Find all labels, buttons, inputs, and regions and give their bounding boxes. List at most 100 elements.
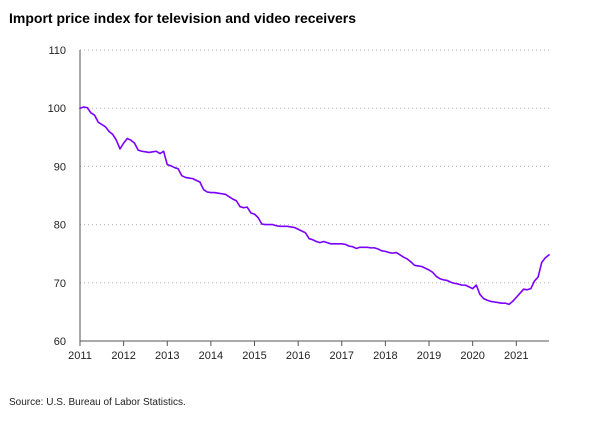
- data-point-2014-08: [235, 200, 237, 202]
- data-point-2013-03: [173, 166, 176, 169]
- x-tick-label-2015: 2015: [242, 350, 266, 362]
- data-point-2012-08: [148, 151, 150, 154]
- series-layer: [79, 106, 550, 306]
- data-point-2011-11: [115, 139, 117, 141]
- data-point-2012-10: [155, 150, 157, 152]
- data-point-2013-02: [170, 165, 172, 167]
- data-point-2012-11: [159, 153, 161, 155]
- data-point-2020-01: [472, 288, 474, 290]
- y-tick-label-70: 70: [54, 278, 66, 290]
- data-point-2015-07: [275, 225, 277, 227]
- y-tick-label-60: 60: [54, 336, 66, 348]
- data-point-2014-07: [232, 198, 234, 200]
- data-point-2017-05: [355, 247, 357, 250]
- data-point-2013-12: [206, 191, 208, 193]
- data-point-2013-10: [199, 181, 201, 183]
- data-point-2015-08: [279, 225, 281, 227]
- data-point-2018-10: [417, 265, 419, 267]
- data-point-2021-07: [537, 276, 539, 278]
- data-point-2019-06: [446, 279, 448, 282]
- data-point-2016-03: [304, 232, 307, 234]
- data-point-2021-02: [519, 292, 521, 294]
- data-point-2017-06: [359, 246, 361, 248]
- data-point-2017-07: [362, 246, 365, 248]
- data-point-2020-10: [504, 302, 506, 304]
- data-point-2016-06: [315, 240, 317, 243]
- data-point-2019-09: [457, 283, 459, 285]
- data-point-2015-03: [261, 223, 263, 225]
- data-point-2019-03: [435, 275, 437, 277]
- data-point-2016-11: [333, 243, 336, 245]
- data-point-2018-08: [410, 261, 412, 263]
- x-tick-label-2016: 2016: [286, 350, 310, 362]
- data-point-2011-06: [97, 121, 99, 123]
- data-point-2020-07: [493, 301, 496, 303]
- data-point-2014-12: [250, 212, 252, 214]
- data-point-2011-02: [83, 106, 85, 108]
- data-point-2021-08: [541, 261, 543, 264]
- data-point-2015-10: [286, 225, 288, 227]
- data-point-2012-09: [152, 151, 154, 153]
- data-point-2021-10: [548, 254, 550, 256]
- data-point-2020-09: [501, 302, 503, 304]
- y-tick-label-100: 100: [48, 103, 66, 115]
- data-point-2017-03: [348, 245, 350, 247]
- data-point-2019-12: [468, 286, 470, 288]
- data-point-2013-01: [166, 164, 168, 166]
- data-point-2018-07: [406, 258, 408, 260]
- data-point-2017-01: [341, 243, 343, 245]
- data-point-2018-03: [392, 252, 394, 254]
- data-point-2012-12: [163, 150, 165, 152]
- data-point-2015-09: [283, 225, 285, 227]
- axes: [79, 50, 549, 346]
- data-point-2011-07: [101, 123, 103, 126]
- data-point-2011-04: [90, 112, 92, 114]
- data-point-2015-11: [290, 226, 292, 228]
- data-point-2016-08: [322, 240, 325, 243]
- data-point-2015-04: [264, 224, 267, 226]
- y-tick-label-90: 90: [54, 161, 66, 173]
- data-point-2018-11: [421, 265, 423, 268]
- data-point-2013-06: [184, 176, 187, 179]
- data-point-2011-10: [112, 133, 114, 135]
- data-point-2017-10: [373, 247, 376, 249]
- data-point-2019-01: [428, 269, 430, 271]
- data-point-2019-10: [461, 284, 463, 286]
- data-point-2014-03: [217, 192, 219, 194]
- x-tick-label-2017: 2017: [330, 350, 354, 362]
- data-point-2013-04: [177, 168, 179, 170]
- data-point-2014-02: [213, 191, 216, 194]
- data-point-2012-07: [144, 151, 147, 153]
- data-point-2011-09: [108, 130, 110, 133]
- data-point-2020-06: [490, 300, 492, 303]
- x-tick-label-2021: 2021: [504, 350, 528, 362]
- data-point-2019-02: [432, 271, 434, 273]
- data-point-2020-08: [497, 301, 499, 304]
- data-point-2021-09: [544, 257, 546, 259]
- data-point-2011-08: [104, 126, 107, 128]
- data-point-2016-12: [337, 243, 339, 245]
- data-point-2012-05: [137, 149, 139, 151]
- data-point-2015-12: [293, 226, 296, 229]
- data-point-2020-11: [508, 303, 510, 305]
- data-point-2012-02: [126, 137, 128, 140]
- data-point-2013-07: [188, 177, 190, 179]
- data-point-2019-04: [439, 278, 441, 280]
- data-point-2014-10: [243, 207, 245, 209]
- data-point-2012-01: [123, 142, 125, 144]
- data-point-2017-02: [344, 243, 346, 245]
- data-point-2020-12: [512, 300, 514, 303]
- data-point-2011-03: [86, 107, 88, 109]
- data-point-2021-05: [530, 288, 532, 290]
- x-tick-label-2014: 2014: [199, 350, 223, 362]
- x-axis-tick-labels: 2011 2012 2013 2014 2015 2016 2017 2018 2019 2020…: [68, 350, 528, 362]
- data-point-2014-06: [228, 196, 230, 198]
- data-point-2014-05: [224, 193, 227, 195]
- data-point-2013-09: [195, 179, 197, 181]
- source-note: Source: U.S. Bureau of Labor Statistics.: [9, 397, 186, 408]
- gridlines: [80, 49, 549, 284]
- data-point-2015-02: [257, 217, 259, 219]
- data-point-2019-05: [442, 279, 445, 281]
- x-tick-label-2012: 2012: [111, 350, 135, 362]
- data-point-2020-04: [482, 297, 485, 300]
